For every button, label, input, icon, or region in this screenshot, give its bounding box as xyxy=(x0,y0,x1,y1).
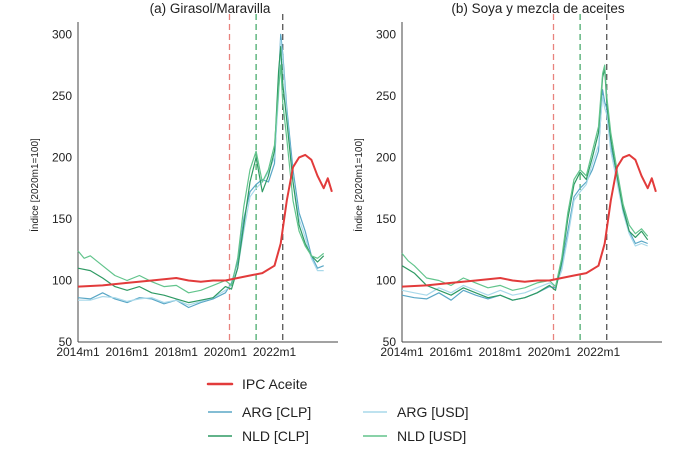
legend-label-nld-clp: NLD [CLP] xyxy=(242,428,309,444)
panel-b-y-tick-label: 300 xyxy=(376,27,396,41)
panel-b-y-tick-label: 100 xyxy=(376,273,396,287)
panel-b-y-tick-label: 50 xyxy=(383,335,397,349)
panel-b-x-tick-label: 2020m1 xyxy=(528,345,572,359)
panel-b-series-nld-usd xyxy=(401,64,649,291)
panel-a-x-tick-label: 2020m1 xyxy=(204,345,248,359)
panel-a-y-tick-label: 100 xyxy=(52,273,72,287)
panel-a-chart: (a) Girasol/Maravilla Índice [2020m1=100… xyxy=(28,1,338,359)
panel-b-chart: (b) Soya y mezcla de aceites Índice [202… xyxy=(352,1,662,359)
legend-label-ipc-aceite: IPC Aceite xyxy=(242,376,308,392)
legend-label-nld-usd: NLD [USD] xyxy=(397,428,466,444)
panel-b-series-arg-usd xyxy=(401,95,648,296)
panel-b-x-tick-label: 2018m1 xyxy=(479,345,523,359)
panel-b-title: (b) Soya y mezcla de aceites xyxy=(451,1,625,16)
panel-b-series-nld-clp xyxy=(401,68,649,301)
panel-a-x-tick-label: 2016m1 xyxy=(105,345,149,359)
panel-b-x-tick-label: 2022m1 xyxy=(577,345,621,359)
panel-b-y-axis-label: Índice [2020m1=100] xyxy=(352,138,365,232)
panel-a-series-arg-clp xyxy=(77,33,324,309)
panel-b-x-tick-label: 2014m1 xyxy=(380,345,424,359)
panel-a-y-tick-label: 150 xyxy=(52,212,72,226)
panel-a-x-tick-label: 2022m1 xyxy=(253,345,297,359)
panel-a-title: (a) Girasol/Maravilla xyxy=(150,1,271,16)
panel-a-y-tick-label: 250 xyxy=(52,89,72,103)
panel-a-y-tick-label: 300 xyxy=(52,27,72,41)
panel-a-series-arg-usd xyxy=(78,39,324,306)
panel-a-series-nld-usd xyxy=(77,64,325,294)
legend-label-arg-clp: ARG [CLP] xyxy=(242,404,311,420)
panel-b-x-tick-label: 2016m1 xyxy=(429,345,473,359)
legend-label-arg-usd: ARG [USD] xyxy=(397,404,469,420)
panel-b-y-tick-label: 150 xyxy=(376,212,396,226)
panel-a-y-axis-label: Índice [2020m1=100] xyxy=(28,138,41,232)
panel-a-y-tick-label: 200 xyxy=(52,150,72,164)
panel-b-y-tick-label: 250 xyxy=(376,89,396,103)
panel-b-series-ipc-aceite xyxy=(401,153,657,288)
panel-a-series-ipc-aceite xyxy=(77,153,333,288)
panel-a-series-nld-clp xyxy=(77,46,325,304)
panel-a-x-tick-label: 2018m1 xyxy=(155,345,199,359)
panel-b-y-tick-label: 200 xyxy=(376,150,396,164)
panel-a-y-tick-label: 50 xyxy=(59,335,73,349)
panel-a-x-tick-label: 2014m1 xyxy=(56,345,100,359)
legend: IPC Aceite ARG [CLP] ARG [USD] NLD [CLP]… xyxy=(206,376,469,444)
